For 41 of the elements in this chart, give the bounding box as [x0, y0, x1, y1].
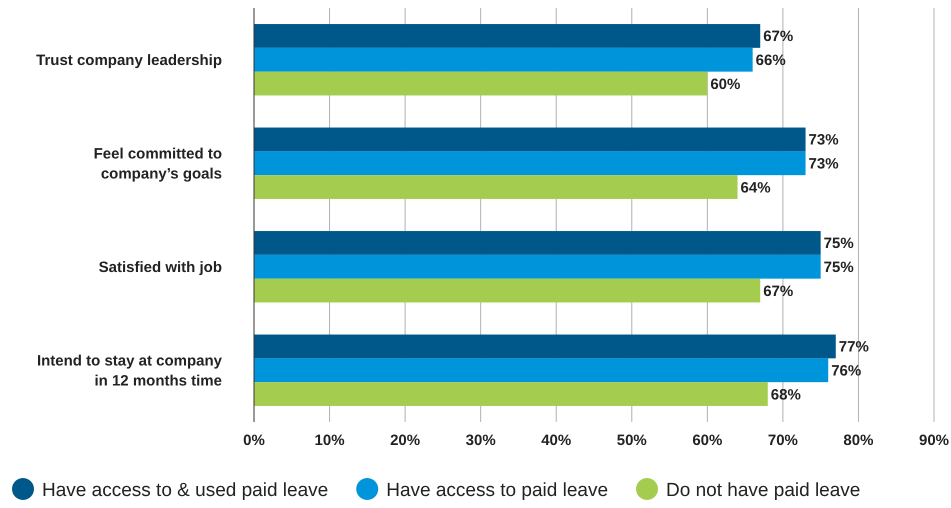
- x-tick-label: 70%: [768, 432, 798, 449]
- x-tick-label: 10%: [314, 432, 345, 449]
- x-tick-label: 50%: [616, 432, 647, 449]
- data-label: 77%: [838, 338, 869, 356]
- bar: [254, 358, 828, 382]
- bar: [254, 151, 806, 176]
- bar: [254, 175, 738, 199]
- bar: [254, 128, 806, 152]
- bar: [254, 334, 836, 358]
- x-tick-label: 40%: [541, 432, 572, 449]
- y-tick-label: Intend to stay at company in 12 months time: [36, 352, 223, 390]
- x-tick-label: 90%: [918, 432, 950, 449]
- x-tick-label: 60%: [692, 432, 722, 449]
- data-label: 60%: [710, 76, 740, 93]
- bar: [254, 24, 760, 48]
- x-tick-label: 30%: [466, 432, 496, 449]
- data-label: 75%: [824, 235, 854, 252]
- x-tick-label: 0%: [243, 432, 265, 449]
- data-label: 66%: [756, 52, 786, 69]
- data-label: 73%: [808, 156, 839, 172]
- x-tick-label: 20%: [390, 432, 420, 449]
- data-label: 67%: [763, 282, 794, 300]
- data-label: 64%: [740, 179, 771, 196]
- y-tick-label: Trust company leadership: [36, 52, 222, 69]
- data-label: 76%: [831, 362, 862, 380]
- data-label: 73%: [808, 132, 839, 149]
- y-tick-label: Feel committed to company’s goals: [94, 146, 222, 182]
- legend-label: Do not have paid leave: [666, 480, 860, 501]
- legend-label: Have access to & used paid leave: [42, 480, 328, 501]
- bar: [254, 254, 821, 279]
- bar: [254, 278, 760, 302]
- data-label: 67%: [763, 28, 794, 46]
- data-label: 75%: [824, 259, 854, 276]
- data-label: 68%: [770, 386, 801, 404]
- x-tick-label: 80%: [843, 432, 874, 449]
- bar: [254, 382, 768, 406]
- bar: [254, 231, 821, 255]
- bar: [254, 48, 753, 72]
- legend-label: Have access to paid leave: [386, 480, 608, 501]
- y-tick-label: Satisfied with job: [98, 259, 222, 276]
- bar: [254, 72, 708, 96]
